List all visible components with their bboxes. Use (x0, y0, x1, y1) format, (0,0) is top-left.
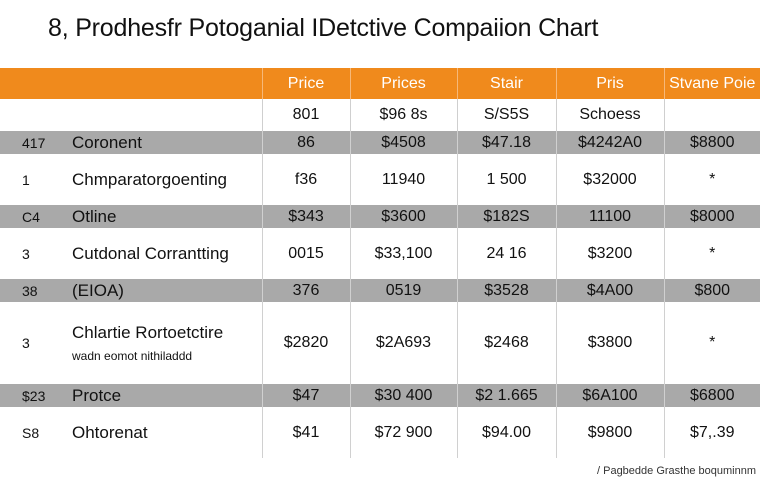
table-cell: 1 500 (456, 154, 556, 205)
column-header: Prices (349, 68, 457, 99)
table-cell: $3528 (456, 279, 556, 302)
table-cell: $7,.39 (663, 407, 760, 458)
row-label-text: (EIOA) (72, 280, 124, 300)
table-cell: $32000 (555, 154, 664, 205)
table-cell: $2820 (261, 302, 350, 384)
table-cell: $4A00 (555, 279, 664, 302)
column-header: Pris (555, 68, 664, 99)
subheader-cell: S/S5S (456, 99, 556, 131)
column-header (0, 68, 60, 99)
row-id: C4 (0, 205, 60, 228)
row-id: S8 (22, 424, 40, 441)
chart-title: 8, Prodhesfr Potoganial IDetctive Compai… (48, 14, 599, 42)
table-cell: 376 (261, 279, 350, 302)
table-cell: 0015 (261, 228, 350, 279)
table-row: 3 Cutdonal Corrantting 0015 $33,100 24 1… (0, 228, 760, 279)
subheader-cell: $96 8s (349, 99, 457, 131)
table-cell: $72 900 (349, 407, 457, 458)
table-cell: $47 (261, 384, 350, 407)
table-cell: $41 (261, 407, 350, 458)
subheader-cell: Schoess (555, 99, 664, 131)
table-cell: $30 400 (349, 384, 457, 407)
row-label-text: Coronent (72, 132, 142, 152)
table-row: 417 Coronent 86 $4508 $47.18 $4242A0 $88… (0, 131, 760, 154)
subheader-cell (0, 99, 60, 131)
column-header: Stvane Poie (663, 68, 760, 99)
table-row: 3 Chlartie Rortoetctire wadn eomot nithi… (0, 302, 760, 384)
table-cell: $4242A0 (555, 131, 664, 154)
table-cell: $4508 (349, 131, 457, 154)
column-header (60, 68, 262, 99)
subheader-cell (663, 99, 760, 131)
table-cell: $2 1.665 (456, 384, 556, 407)
row-id: 417 (0, 131, 60, 154)
table-cell: $6800 (663, 384, 760, 407)
row-sublabel: wadn eomot nithiladdd (72, 349, 193, 363)
row-label: Chmparatorgoenting (60, 154, 262, 205)
comparison-table: Price Prices Stair Pris Stvane Poie 801 … (0, 68, 760, 458)
table-cell: $33,100 (349, 228, 457, 279)
table-row: $23 Protce $47 $30 400 $2 1.665 $6A100 $… (0, 384, 760, 407)
row-label: Cutdonal Corrantting (60, 228, 262, 279)
row-label-text: Cutdonal Corrantting (72, 243, 229, 263)
row-label-text: Chmparatorgoenting (72, 169, 227, 189)
table-row: 1 Chmparatorgoenting f36 11940 1 500 $32… (0, 154, 760, 205)
row-id: 1 (22, 171, 30, 188)
row-id: $23 (0, 384, 60, 407)
column-header: Price (261, 68, 350, 99)
table-cell: $47.18 (456, 131, 556, 154)
row-id: 3 (22, 335, 30, 351)
row-id: 3 (22, 245, 30, 262)
row-label: Coronent (60, 131, 262, 154)
table-cell: 24 16 (456, 228, 556, 279)
row-label-text: Protce (72, 385, 122, 405)
header-row: Price Prices Stair Pris Stvane Poie (0, 68, 760, 99)
row-label-text: Otline (72, 206, 117, 226)
row-label: Ohtorenat (60, 407, 262, 458)
table-cell: $182S (456, 205, 556, 228)
table-cell: * (663, 302, 760, 384)
table-cell: 86 (261, 131, 350, 154)
table-cell: $800 (663, 279, 760, 302)
table-cell: $343 (261, 205, 350, 228)
table-cell: 11100 (555, 205, 664, 228)
table-cell: $8800 (663, 131, 760, 154)
table-cell: $8000 (663, 205, 760, 228)
table-cell: $3800 (555, 302, 664, 384)
table-row: 38 (EIOA) 376 0519 $3528 $4A00 $800 (0, 279, 760, 302)
column-header: Stair (456, 68, 556, 99)
table-cell: $2468 (456, 302, 556, 384)
table-row: S8 Ohtorenat $41 $72 900 $94.00 $9800 $7… (0, 407, 760, 458)
table-cell: f36 (261, 154, 350, 205)
footnote: / Pagbedde Grasthe boquminnm (597, 465, 756, 477)
row-label-text: Chlartie Rortoetctire (72, 323, 224, 342)
row-label: (EIOA) (60, 279, 262, 302)
table-cell: * (663, 154, 760, 205)
table-cell: $2A693 (349, 302, 457, 384)
table-row: C4 Otline $343 $3600 $182S 11100 $8000 (0, 205, 760, 228)
row-id: 38 (0, 279, 60, 302)
row-label-text: Ohtorenat (72, 422, 148, 442)
subheader-cell (60, 99, 262, 131)
row-label: Chlartie Rortoetctire wadn eomot nithila… (60, 302, 262, 384)
row-label: Otline (60, 205, 262, 228)
table-cell: $6A100 (555, 384, 664, 407)
row-label: Protce (60, 384, 262, 407)
table-cell: $3200 (555, 228, 664, 279)
table-cell: $3600 (349, 205, 457, 228)
table-cell: 0519 (349, 279, 457, 302)
table-cell: $94.00 (456, 407, 556, 458)
subheader-row: 801 $96 8s S/S5S Schoess (0, 99, 760, 131)
subheader-cell: 801 (261, 99, 350, 131)
table-cell: $9800 (555, 407, 664, 458)
table-cell: * (663, 228, 760, 279)
table-cell: 11940 (349, 154, 457, 205)
